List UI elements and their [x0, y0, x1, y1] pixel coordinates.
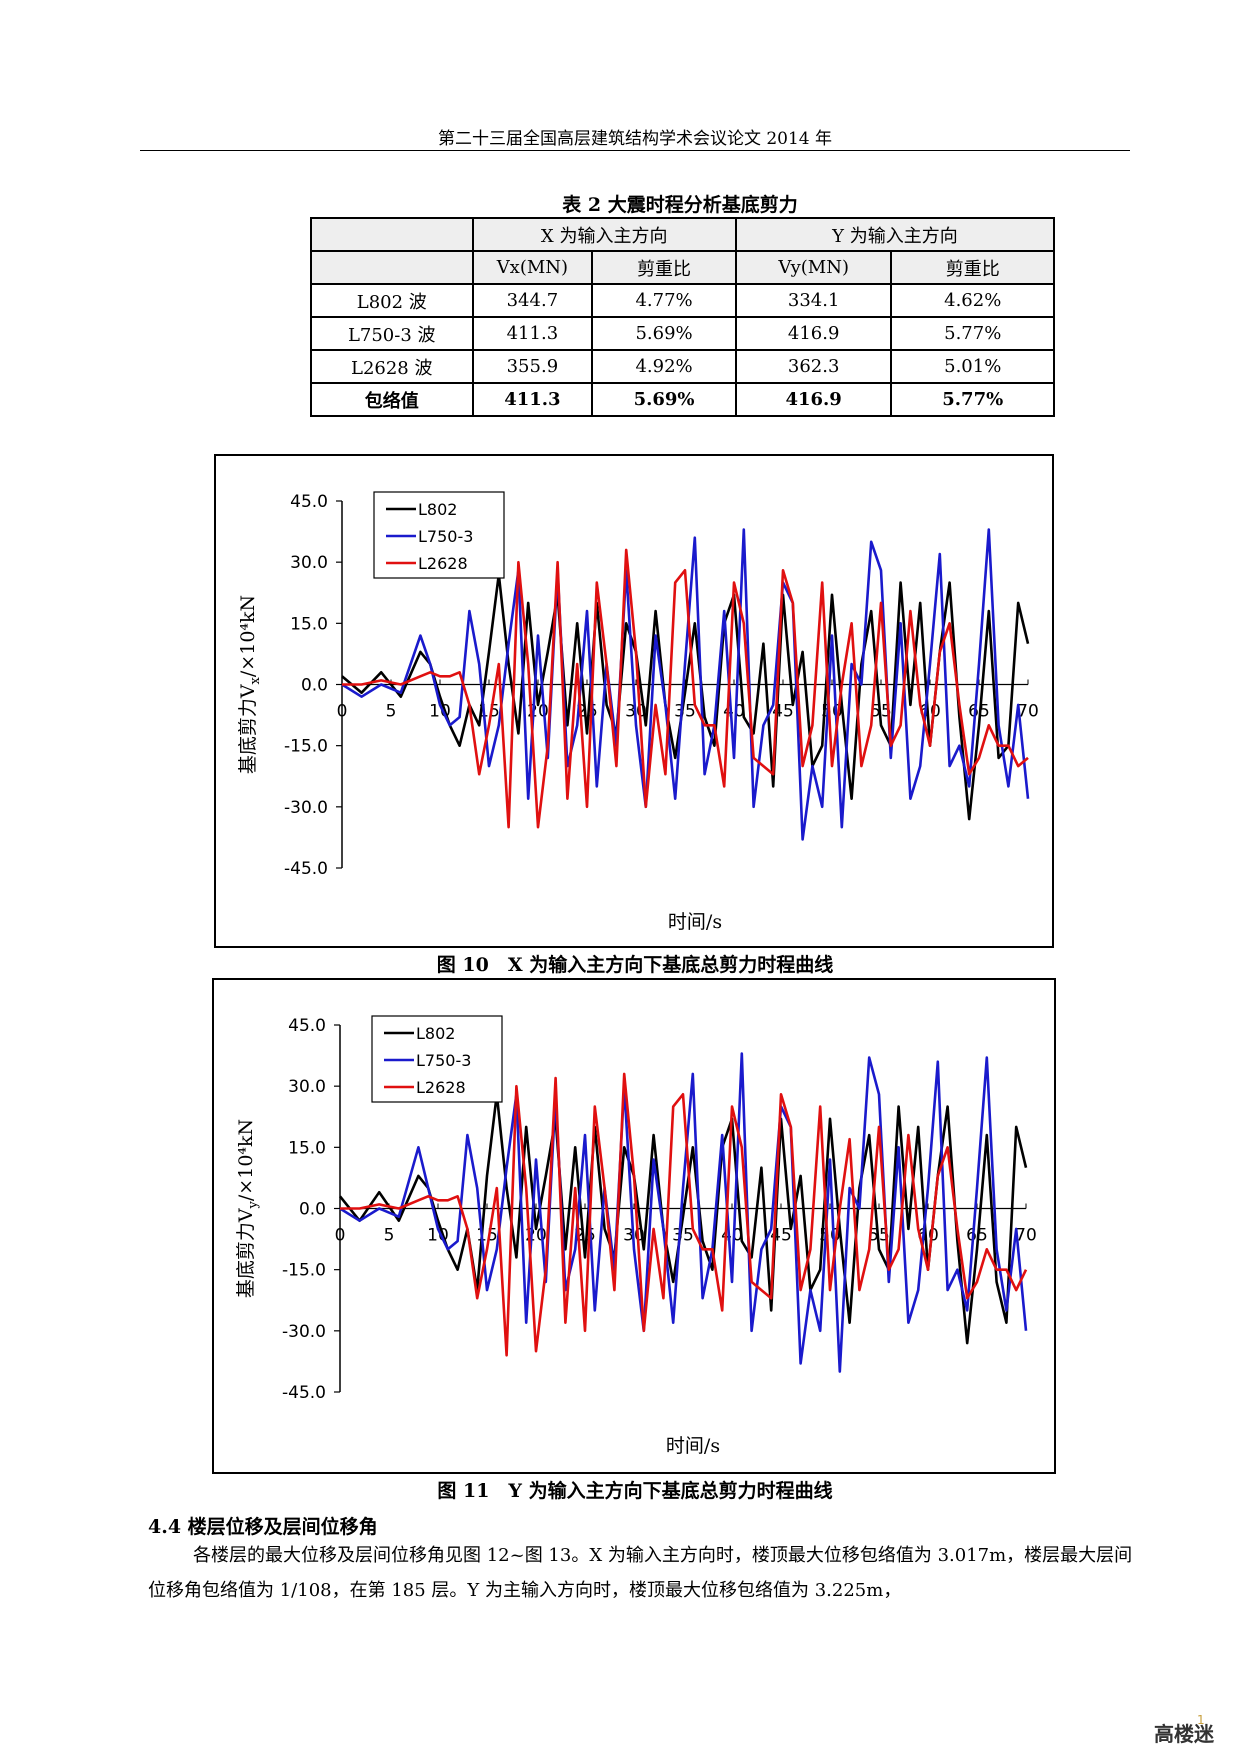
x-tick-label: 35: [674, 702, 696, 722]
figure-10-chart: 45.030.015.00.0-15.0-30.0-45.00 5 10 15 20 25…: [237, 491, 1039, 933]
series-line-l802: [338, 1093, 1028, 1345]
table-corner-cell: [310, 217, 474, 252]
table-sub-header: Vy(MN): [734, 250, 893, 285]
table-row: L2628 波 355.9 4.92% 362.3 5.01%: [310, 349, 1055, 384]
figure-10-frame: 45.0 30.0 15.0 0.0 -15.0 -30.0 -45.0 0 5 10 15 20 25…: [214, 454, 1054, 948]
figure-11-chart: 45.030.015.00.0-15.0-30.0-45.00 5 10 15 20 25…: [235, 1015, 1037, 1457]
table-cell: 4.92%: [591, 349, 737, 384]
series-line-l2628: [340, 1072, 1028, 1357]
x-tick-label: 70: [1015, 1226, 1037, 1246]
legend-label: L750-3: [418, 527, 473, 546]
series-line-l802: [341, 573, 1030, 821]
figure-11-frame: 45.0 30.0 15.0 0.0 -15.0 -30.0 -45.0 0 5 10 15 20 25…: [212, 978, 1056, 1474]
x-axis-label: 时间/s: [668, 911, 722, 933]
x-tick-label: 70: [1017, 702, 1039, 722]
table-cell: 344.7: [471, 283, 594, 318]
table-cell: 5.77%: [890, 382, 1055, 417]
table-corner-cell: [310, 250, 474, 285]
series-line-l750-3: [339, 1052, 1028, 1373]
x-tick-label: 35: [672, 1226, 694, 1246]
y-tick-label: 0.0: [301, 676, 328, 696]
table-cell: 362.3: [734, 349, 893, 384]
legend-label: L802: [416, 1024, 455, 1043]
table-sub-header: 剪重比: [591, 250, 737, 285]
x-axis-label: 时间/s: [666, 1435, 720, 1457]
x-tick-label: 0: [337, 702, 348, 722]
table-cell: 5.69%: [591, 382, 737, 417]
table-row: L802 波 344.7 4.77% 334.1 4.62%: [310, 283, 1055, 318]
table-group-header: X 为输入主方向: [471, 217, 737, 252]
table-cell: 5.69%: [591, 316, 737, 351]
table-cell: 411.3: [471, 382, 594, 417]
watermark-logo: 高楼迷 1: [1154, 1715, 1215, 1746]
running-header: 第二十三届全国高层建筑结构学术会议论文 2014 年: [437, 129, 833, 149]
table-group-header-row: X 为输入主方向 Y 为输入主方向: [310, 217, 1056, 252]
header-rule: [140, 150, 1130, 151]
y-tick-label: -15.0: [284, 737, 328, 757]
table-group-header: Y 为输入主方向: [734, 217, 1056, 252]
table-sub-header: Vx(MN): [471, 250, 594, 285]
series-line-l750-3: [341, 528, 1030, 841]
y-tick-label: 0.0: [299, 1200, 326, 1220]
y-tick-label: -15.0: [282, 1261, 326, 1281]
y-tick-label: 45.0: [290, 492, 328, 512]
table-sub-header: 剪重比: [890, 250, 1055, 285]
table-cell: 355.9: [471, 349, 594, 384]
table-caption: 表 2 大震时程分析基底剪力: [562, 194, 798, 216]
x-tick-label: 5: [386, 702, 397, 722]
table-cell: 4.77%: [591, 283, 737, 318]
table-cell: 4.62%: [890, 283, 1055, 318]
y-tick-label: -30.0: [282, 1322, 326, 1342]
body-paragraph: 各楼层的最大位移及层间位移角见图 12~图 13。X 为输入主方向时，楼顶最大位…: [148, 1545, 1133, 1601]
table-cell: 416.9: [734, 316, 893, 351]
table-cell: 包络值: [310, 382, 474, 417]
table-cell: L2628 波: [310, 349, 474, 384]
table-cell: L750-3 波: [310, 316, 474, 351]
figure-11-caption: 图 11 Y 为输入主方向下基底总剪力时程曲线: [437, 1480, 833, 1502]
y-tick-label: -45.0: [284, 859, 328, 879]
y-tick-label: -30.0: [284, 798, 328, 818]
table-cell: 416.9: [734, 382, 893, 417]
section-heading: 4.4 楼层位移及层间位移角: [148, 1516, 378, 1538]
x-tick-label: 0: [335, 1226, 346, 1246]
legend-label: L2628: [418, 554, 468, 573]
base-shear-table: X 为输入主方向 Y 为输入主方向 Vx(MN) 剪重比 Vy(MN) 剪重比 …: [310, 217, 1056, 417]
y-axis-label: 基底剪力Vy/×10⁴kN: [235, 1119, 261, 1298]
table-cell: 5.01%: [890, 349, 1055, 384]
table-row-envelope: 包络值 411.3 5.69% 416.9 5.77%: [310, 382, 1055, 417]
x-tick-label: 5: [384, 1226, 395, 1246]
y-tick-label: 30.0: [288, 1077, 326, 1097]
legend-label: L802: [418, 500, 457, 519]
table-cell: L802 波: [310, 283, 474, 318]
table-cell: 411.3: [471, 316, 594, 351]
figure-10-caption: 图 10 X 为输入主方向下基底总剪力时程曲线: [436, 954, 834, 976]
series-line-l2628: [342, 548, 1029, 829]
watermark-text: 高楼迷: [1154, 1722, 1215, 1746]
legend-label: L750-3: [416, 1051, 471, 1070]
legend-label: L2628: [416, 1078, 466, 1097]
y-tick-label: 45.0: [288, 1016, 326, 1036]
y-tick-label: 15.0: [288, 1138, 326, 1158]
watermark-mark: 1: [1197, 1715, 1205, 1727]
table-cell: 5.77%: [890, 316, 1055, 351]
table-sub-header-row: Vx(MN) 剪重比 Vy(MN) 剪重比: [310, 250, 1055, 285]
y-tick-label: 30.0: [290, 553, 328, 573]
y-tick-label: 15.0: [290, 614, 328, 634]
y-tick-label: -45.0: [282, 1383, 326, 1403]
table-row: L750-3 波 411.3 5.69% 416.9 5.77%: [310, 316, 1055, 351]
table-cell: 334.1: [734, 283, 893, 318]
y-axis-label: 基底剪力Vx/×10⁴kN: [237, 595, 263, 774]
